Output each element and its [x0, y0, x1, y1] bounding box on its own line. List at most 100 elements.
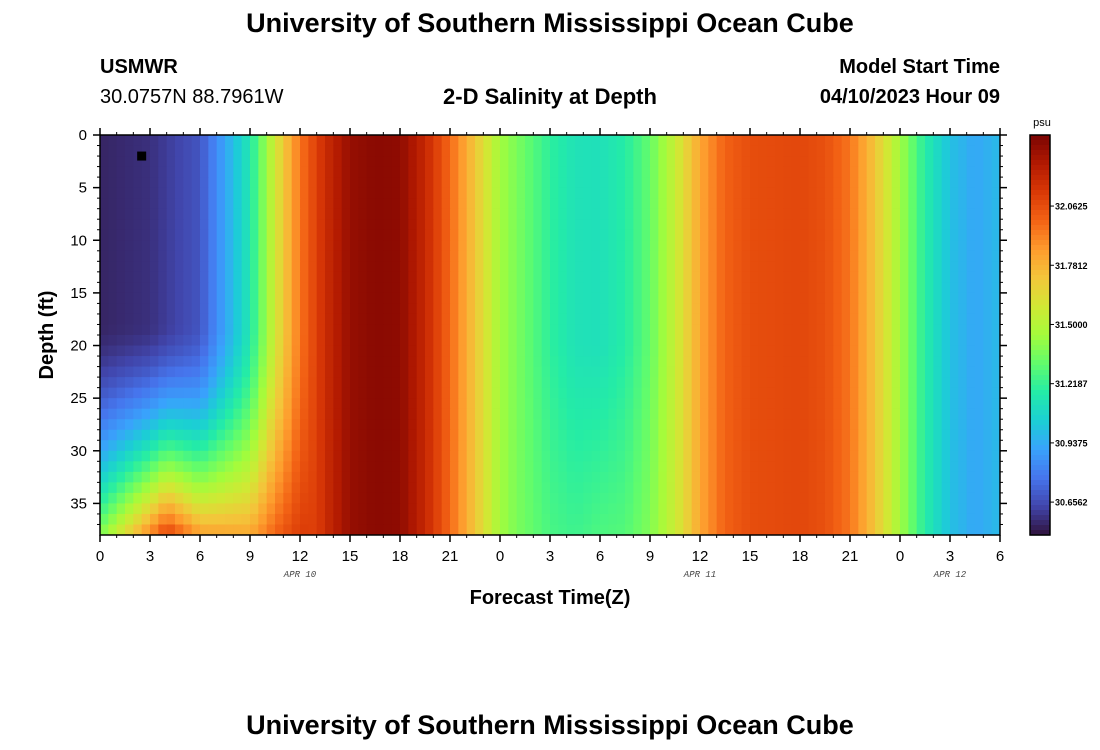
- heatmap-cell: [525, 461, 534, 473]
- heatmap-cell: [833, 408, 843, 420]
- heatmap-cell: [225, 187, 234, 199]
- heatmap-cell: [841, 250, 851, 262]
- heatmap-cell: [283, 471, 293, 483]
- heatmap-cell: [350, 177, 359, 189]
- heatmap-cell: [916, 219, 926, 231]
- heatmap-cell: [491, 387, 501, 399]
- heatmap-cell: [825, 271, 834, 283]
- heatmap-cell: [400, 366, 409, 378]
- heatmap-cell: [675, 419, 684, 431]
- heatmap-cell: [325, 503, 334, 515]
- heatmap-cell: [258, 145, 268, 157]
- heatmap-cell: [525, 292, 534, 305]
- heatmap-cell: [975, 366, 984, 378]
- heatmap-cell: [241, 187, 251, 199]
- heatmap-cell: [808, 398, 818, 410]
- heatmap-cell: [583, 166, 593, 178]
- heatmap-cell: [933, 324, 943, 336]
- heatmap-cell: [608, 324, 618, 336]
- heatmap-cell: [916, 366, 926, 378]
- heatmap-cell: [375, 187, 384, 199]
- heatmap-cell: [466, 513, 476, 526]
- heatmap-cell: [958, 482, 968, 494]
- heatmap-cell: [516, 450, 526, 462]
- heatmap-cell: [308, 145, 318, 157]
- heatmap-cell: [775, 471, 784, 483]
- heatmap-cell: [683, 513, 693, 526]
- heatmap-cell: [633, 345, 643, 357]
- heatmap-cell: [158, 219, 168, 231]
- heatmap-cell: [241, 198, 251, 210]
- heatmap-cell: [858, 387, 868, 399]
- heatmap-cell: [291, 419, 301, 431]
- heatmap-cell: [891, 250, 901, 262]
- colorbar-segment: [1030, 275, 1050, 281]
- heatmap-cell: [983, 292, 993, 305]
- heatmap-cell: [375, 492, 384, 505]
- heatmap-cell: [591, 282, 601, 294]
- heatmap-cell: [933, 135, 943, 147]
- heatmap-cell: [791, 303, 801, 315]
- heatmap-cell: [858, 356, 868, 368]
- heatmap-cell: [158, 335, 168, 347]
- heatmap-cell: [483, 198, 493, 210]
- heatmap-cell: [983, 471, 993, 483]
- heatmap-cell: [433, 156, 443, 168]
- heatmap-cell: [875, 440, 884, 452]
- heatmap-cell: [175, 377, 184, 389]
- heatmap-cell: [941, 377, 951, 389]
- heatmap-cell: [491, 177, 501, 189]
- heatmap-cell: [483, 345, 493, 357]
- heatmap-cell: [541, 156, 551, 168]
- heatmap-cell: [333, 261, 343, 273]
- heatmap-cell: [150, 261, 159, 273]
- heatmap-cell: [633, 471, 643, 483]
- heatmap-cell: [100, 324, 109, 336]
- heatmap-cell: [883, 324, 893, 336]
- heatmap-cell: [675, 208, 684, 220]
- heatmap-cell: [408, 356, 418, 368]
- heatmap-cell: [416, 408, 426, 420]
- heatmap-cell: [533, 166, 543, 178]
- heatmap-cell: [833, 429, 843, 441]
- heatmap-cell: [125, 345, 134, 357]
- heatmap-cell: [658, 240, 668, 252]
- colorbar-segment: [1030, 525, 1050, 531]
- heatmap-cell: [333, 156, 343, 168]
- heatmap-cell: [250, 240, 259, 252]
- heatmap-cell: [750, 482, 759, 494]
- heatmap-cell: [616, 198, 626, 210]
- heatmap-cell: [200, 250, 209, 262]
- heatmap-cell: [500, 398, 509, 410]
- heatmap-cell: [708, 282, 718, 294]
- heatmap-cell: [125, 366, 134, 378]
- heatmap-cell: [300, 461, 309, 473]
- heatmap-cell: [325, 250, 334, 262]
- heatmap-cells: [100, 135, 1000, 535]
- heatmap-cell: [450, 471, 459, 483]
- heatmap-cell: [241, 503, 251, 515]
- heatmap-cell: [916, 156, 926, 168]
- heatmap-cell: [325, 461, 334, 473]
- heatmap-cell: [833, 240, 843, 252]
- heatmap-cell: [383, 229, 393, 241]
- heatmap-cell: [533, 282, 543, 294]
- heatmap-cell: [233, 313, 243, 326]
- heatmap-cell: [600, 282, 609, 294]
- heatmap-cell: [125, 145, 134, 157]
- heatmap-cell: [316, 503, 326, 515]
- heatmap-cell: [358, 366, 368, 378]
- heatmap-cell: [941, 492, 951, 505]
- heatmap-cell: [875, 261, 884, 273]
- heatmap-cell: [983, 313, 993, 326]
- heatmap-cell: [633, 313, 643, 326]
- heatmap-cell: [350, 356, 359, 368]
- heatmap-cell: [291, 240, 301, 252]
- heatmap-cell: [558, 524, 568, 535]
- heatmap-cell: [833, 335, 843, 347]
- heatmap-cell: [683, 261, 693, 273]
- heatmap-cell: [858, 513, 868, 526]
- heatmap-cell: [675, 335, 684, 347]
- heatmap-cell: [233, 461, 243, 473]
- heatmap-cell: [141, 313, 151, 326]
